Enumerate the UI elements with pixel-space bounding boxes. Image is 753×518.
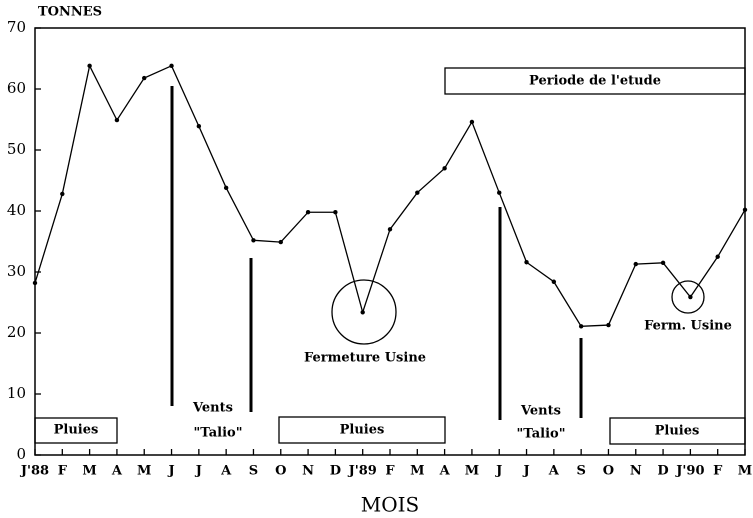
x-tick-label: F bbox=[385, 464, 395, 479]
x-tick-label: O bbox=[275, 464, 286, 479]
annotation: Ferm. Usine bbox=[644, 319, 732, 334]
x-tick-label: A bbox=[111, 464, 123, 479]
x-tick-label: J'90 bbox=[675, 464, 704, 479]
x-tick-label: A bbox=[220, 464, 232, 479]
data-point bbox=[60, 191, 65, 197]
x-tick-label: D bbox=[330, 464, 341, 479]
x-tick-label: N bbox=[630, 464, 642, 479]
annotation: "Talio" bbox=[194, 426, 243, 441]
x-tick-label: M bbox=[738, 464, 752, 479]
data-point bbox=[633, 261, 638, 267]
data-point bbox=[742, 207, 748, 212]
data-point bbox=[469, 119, 475, 125]
x-tick-label: J bbox=[522, 464, 529, 479]
annotation-box bbox=[444, 67, 746, 95]
annotation-circle bbox=[671, 280, 705, 314]
data-point bbox=[442, 166, 447, 171]
x-tick-label: F bbox=[58, 464, 68, 479]
y-tick-label: 40 bbox=[7, 201, 26, 219]
x-axis-label: MOIS bbox=[361, 493, 419, 517]
data-point bbox=[578, 324, 584, 329]
x-tick-label: M bbox=[137, 464, 151, 479]
annotation: Pluies bbox=[54, 423, 99, 438]
plot-frame bbox=[34, 27, 746, 456]
event-lines bbox=[170, 86, 583, 420]
data-point bbox=[551, 279, 557, 284]
x-tick-label: D bbox=[657, 464, 668, 479]
x-tick-label: M bbox=[82, 464, 96, 479]
annotation-box bbox=[34, 417, 118, 444]
data-point bbox=[114, 117, 120, 123]
annotation: Vents bbox=[192, 401, 233, 416]
data-point bbox=[360, 310, 365, 315]
data-point bbox=[387, 227, 393, 232]
data-point bbox=[169, 63, 174, 69]
x-tick-label: M bbox=[465, 464, 479, 479]
x-tick-label: O bbox=[603, 464, 614, 479]
data-point bbox=[223, 185, 229, 191]
data-point bbox=[660, 260, 666, 266]
x-tick-label: N bbox=[302, 464, 314, 479]
data-line bbox=[34, 63, 746, 327]
x-tick-label: M bbox=[410, 464, 424, 479]
annotation-box bbox=[278, 416, 446, 444]
x-tick-label: S bbox=[249, 464, 258, 479]
x-tick-label: A bbox=[548, 464, 560, 479]
y-tick-label: 0 bbox=[16, 445, 26, 463]
x-tick-label: A bbox=[439, 464, 451, 479]
data-point bbox=[688, 294, 693, 300]
annotation: Pluies bbox=[655, 424, 700, 439]
x-tick-label: F bbox=[713, 464, 723, 479]
x-tick-label: J'88 bbox=[20, 464, 49, 479]
x-tick-label: S bbox=[576, 464, 585, 479]
y-tick-label: 10 bbox=[7, 384, 26, 402]
data-point bbox=[497, 190, 502, 195]
x-tick-label: J'89 bbox=[348, 464, 377, 479]
annotation: Pluies bbox=[340, 423, 385, 438]
annotation-box bbox=[609, 417, 746, 445]
y-axis-label: TONNES bbox=[38, 5, 102, 20]
data-point bbox=[524, 260, 529, 265]
data-point bbox=[305, 210, 311, 215]
annotation: Vents bbox=[520, 404, 561, 419]
data-point bbox=[142, 75, 147, 81]
y-tick-label: 50 bbox=[7, 140, 26, 158]
y-tick-label: 60 bbox=[7, 79, 26, 97]
y-tick-label: 30 bbox=[7, 262, 26, 280]
data-point bbox=[715, 254, 720, 259]
data-point bbox=[333, 210, 338, 215]
data-point bbox=[415, 190, 420, 195]
data-point bbox=[251, 238, 256, 243]
annotation: Periode de l'etude bbox=[529, 74, 661, 89]
data-point bbox=[87, 63, 92, 69]
x-tick-label: J bbox=[167, 464, 174, 479]
y-tick-label: 20 bbox=[7, 323, 26, 341]
data-point bbox=[32, 280, 38, 286]
x-tick-label: J bbox=[195, 464, 202, 479]
annotation: "Talio" bbox=[517, 427, 566, 442]
x-tick-label: J bbox=[495, 464, 502, 479]
annotation-circle bbox=[331, 279, 397, 345]
data-point bbox=[606, 322, 611, 328]
data-point bbox=[278, 239, 283, 245]
annotation: Fermeture Usine bbox=[304, 351, 426, 366]
data-point bbox=[196, 124, 202, 129]
y-tick-label: 70 bbox=[7, 18, 26, 36]
